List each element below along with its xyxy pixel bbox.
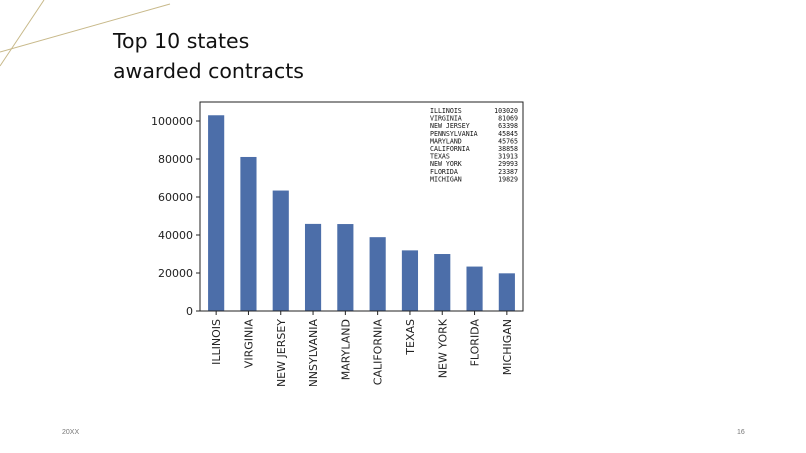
table-state: CALIFORNIA [430,145,470,153]
table-state: NEW JERSEY [430,122,470,130]
y-tick-label: 80000 [158,153,193,166]
x-tick-label: MICHIGAN [501,319,514,375]
x-axis: ILLINOIS VIRGINIA NEW JERSEY PENNSYLVANIA MA… [210,311,514,386]
annotation-table: ILLINOIS 103020 VIRGINIA 81069 NEW JERSEY 633… [430,107,518,183]
x-tick-label: FLORIDA [469,319,482,367]
table-state: NEW YORK [430,160,462,168]
table-value: 23387 [498,168,518,176]
y-axis: 0 20000 40000 60000 80000 100000 [151,115,200,318]
table-state: TEXAS [430,153,450,161]
y-tick-label: 60000 [158,191,193,204]
x-tick-label: CALIFORNIA [372,319,385,386]
bar-new-jersey [272,190,289,311]
y-tick-label: 100000 [151,115,193,128]
accent-line [0,3,171,53]
y-tick-label: 40000 [158,229,193,242]
x-tick-label: PENNSYLVANIA [307,319,320,386]
bar-michigan [498,273,515,311]
bar-pennsylvania [304,223,322,311]
y-tick-label: 0 [186,305,193,318]
y-tick-label: 20000 [158,267,193,280]
table-value: 29993 [498,160,518,168]
bar-new-york [434,254,451,311]
table-state: ILLINOIS [430,107,462,115]
bar-maryland [337,224,354,311]
bar-texas [401,250,419,311]
bar-illinois [208,115,225,312]
x-tick-label: NEW JERSEY [275,319,288,386]
plot-frame [199,101,524,312]
bar-virginia [240,156,257,311]
x-tick-label: NEW YORK [436,318,449,378]
table-state: MARYLAND [430,137,462,145]
table-state: PENNSYLVANIA [430,130,478,138]
table-state: FLORIDA [430,168,458,176]
title-line-1: Top 10 states [113,29,250,53]
table-state: MICHIGAN [430,175,462,183]
x-tick-label: MARYLAND [339,319,352,380]
footer-date: 20XX [62,429,80,436]
title-line-2: awarded contracts [113,59,304,83]
table-state: VIRGINIA [430,115,462,123]
table-value: 45845 [498,130,518,138]
table-value: 31913 [498,153,518,161]
bars [208,115,515,312]
table-value: 81069 [498,115,518,123]
page-number: 16 [737,429,745,436]
table-value: 19829 [498,175,518,183]
accent-line [0,0,45,67]
x-tick-label: VIRGINIA [242,319,255,369]
x-tick-label: TEXAS [404,319,417,356]
table-value: 38858 [498,145,518,153]
table-value: 103020 [494,107,518,115]
x-tick-label: ILLINOIS [210,319,223,365]
table-value: 45765 [498,137,518,145]
bar-florida [466,266,483,311]
bar-california [369,237,386,311]
slide-title: Top 10 states awarded contracts [113,26,304,86]
table-value: 63398 [498,122,518,130]
